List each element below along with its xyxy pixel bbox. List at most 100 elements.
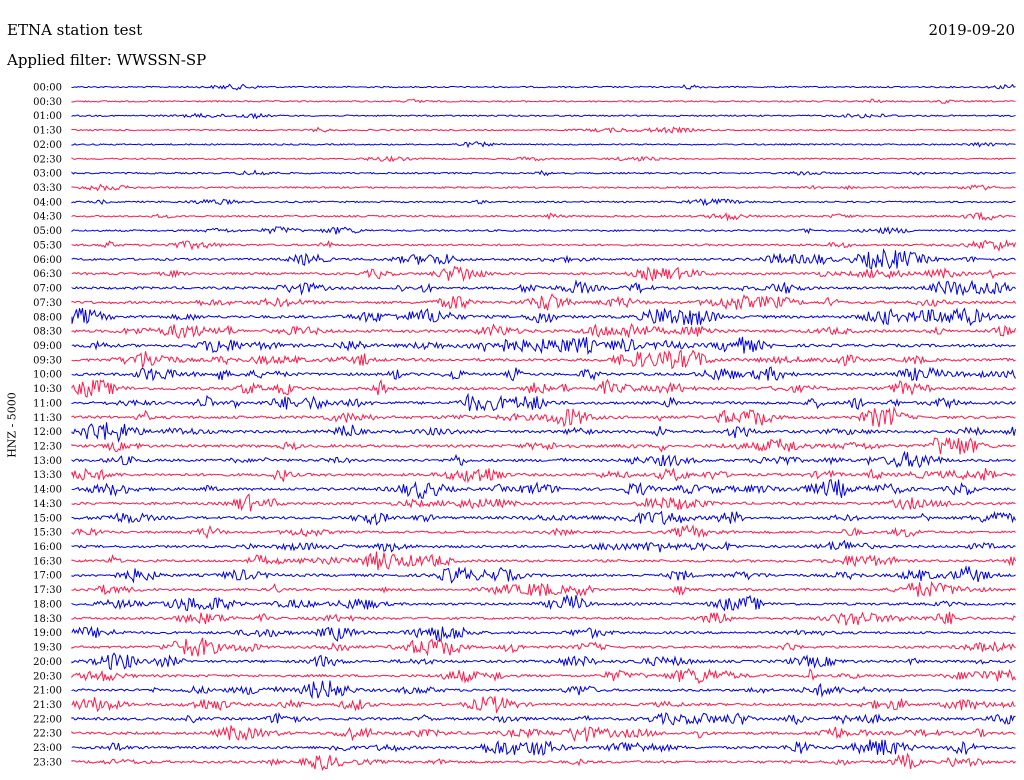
- time-label: 02:00: [33, 140, 62, 151]
- time-label: 19:30: [33, 643, 62, 654]
- filter-label: Applied filter: WWSSN-SP: [7, 51, 207, 69]
- time-label: 04:00: [33, 197, 62, 208]
- time-label: 07:30: [33, 298, 62, 309]
- time-label: 03:30: [33, 183, 62, 194]
- trace-line: [71, 493, 1016, 512]
- time-label: 03:00: [33, 169, 62, 180]
- trace-line: [71, 239, 1016, 252]
- trace-line: [71, 652, 1016, 671]
- trace-line: [71, 625, 1016, 642]
- time-label: 13:00: [33, 456, 62, 467]
- station-title: ETNA station test: [7, 21, 143, 39]
- trace-line: [71, 349, 1016, 370]
- time-label: 17:00: [33, 571, 62, 582]
- time-label: 09:00: [33, 341, 62, 352]
- time-label: 23:00: [33, 743, 62, 754]
- trace-line: [71, 406, 1016, 428]
- trace-line: [71, 98, 1016, 104]
- time-label: 14:30: [33, 499, 62, 510]
- trace-line: [71, 336, 1016, 356]
- trace-line: [71, 279, 1016, 297]
- trace-line: [71, 322, 1016, 339]
- time-label: 00:30: [33, 97, 62, 108]
- trace-line: [71, 265, 1016, 283]
- trace-line: [71, 752, 1016, 771]
- trace-line: [71, 539, 1016, 553]
- trace-line: [71, 510, 1016, 526]
- trace-line: [71, 593, 1016, 612]
- trace-line: [71, 392, 1016, 412]
- time-label: 15:30: [33, 528, 62, 539]
- time-label: 20:30: [33, 671, 62, 682]
- trace-line: [71, 183, 1016, 192]
- time-label: 18:30: [33, 614, 62, 625]
- time-label: 12:00: [33, 427, 62, 438]
- trace-line: [71, 739, 1016, 756]
- time-label: 10:00: [33, 370, 62, 381]
- time-label: 14:00: [33, 485, 62, 496]
- time-label: 06:00: [33, 255, 62, 266]
- trace-line: [71, 524, 1016, 540]
- time-label: 11:30: [33, 413, 62, 424]
- time-label: 11:00: [33, 398, 62, 409]
- time-label: 17:30: [33, 585, 62, 596]
- time-label: 01:30: [33, 126, 62, 137]
- trace-group: [71, 83, 1016, 771]
- time-label: 02:30: [33, 154, 62, 165]
- time-label: 20:00: [33, 657, 62, 668]
- trace-line: [71, 611, 1016, 626]
- trace-line: [71, 711, 1016, 726]
- time-label: 22:30: [33, 729, 62, 740]
- time-label: 18:00: [33, 599, 62, 610]
- trace-line: [71, 211, 1016, 222]
- trace-line: [71, 551, 1016, 571]
- trace-line: [71, 437, 1016, 455]
- trace-line: [71, 112, 1016, 120]
- time-label: 05:00: [33, 226, 62, 237]
- trace-line: [71, 422, 1016, 443]
- time-label: 10:30: [33, 384, 62, 395]
- time-label-group: 00:00 00:30 01:00 01:30 02:00 02:30 03:00 03:30…: [33, 83, 62, 769]
- trace-line: [71, 155, 1016, 163]
- trace-line: [71, 293, 1016, 311]
- time-label: 15:00: [33, 513, 62, 524]
- time-label: 06:30: [33, 269, 62, 280]
- time-label: 01:00: [33, 111, 62, 122]
- trace-line: [71, 680, 1016, 700]
- time-label: 22:00: [33, 714, 62, 725]
- time-label: 16:30: [33, 556, 62, 567]
- record-date: 2019-09-20: [928, 21, 1015, 39]
- trace-line: [71, 307, 1016, 327]
- trace-line: [71, 637, 1016, 657]
- trace-line: [71, 169, 1016, 177]
- trace-line: [71, 467, 1016, 484]
- trace-line: [71, 450, 1016, 469]
- trace-line: [71, 565, 1016, 584]
- trace-line: [71, 580, 1016, 597]
- trace-line: [71, 725, 1016, 743]
- time-label: 16:00: [33, 542, 62, 553]
- trace-line: [71, 83, 1016, 91]
- time-label: 08:30: [33, 327, 62, 338]
- time-label: 05:30: [33, 240, 62, 251]
- trace-line: [71, 478, 1016, 500]
- time-label: 21:30: [33, 700, 62, 711]
- time-label: 04:30: [33, 212, 62, 223]
- trace-line: [71, 667, 1016, 685]
- time-label: 23:30: [33, 757, 62, 768]
- time-label: 09:30: [33, 355, 62, 366]
- trace-line: [71, 141, 1016, 149]
- time-label: 07:00: [33, 284, 62, 295]
- trace-line: [71, 366, 1016, 382]
- trace-line: [71, 696, 1016, 714]
- time-label: 19:00: [33, 628, 62, 639]
- time-label: 13:30: [33, 470, 62, 481]
- time-label: 12:30: [33, 442, 62, 453]
- time-label: 21:00: [33, 686, 62, 697]
- trace-line: [71, 378, 1016, 398]
- time-label: 00:00: [33, 83, 62, 94]
- trace-line: [71, 197, 1016, 207]
- time-label: 08:00: [33, 312, 62, 323]
- trace-line: [71, 226, 1016, 235]
